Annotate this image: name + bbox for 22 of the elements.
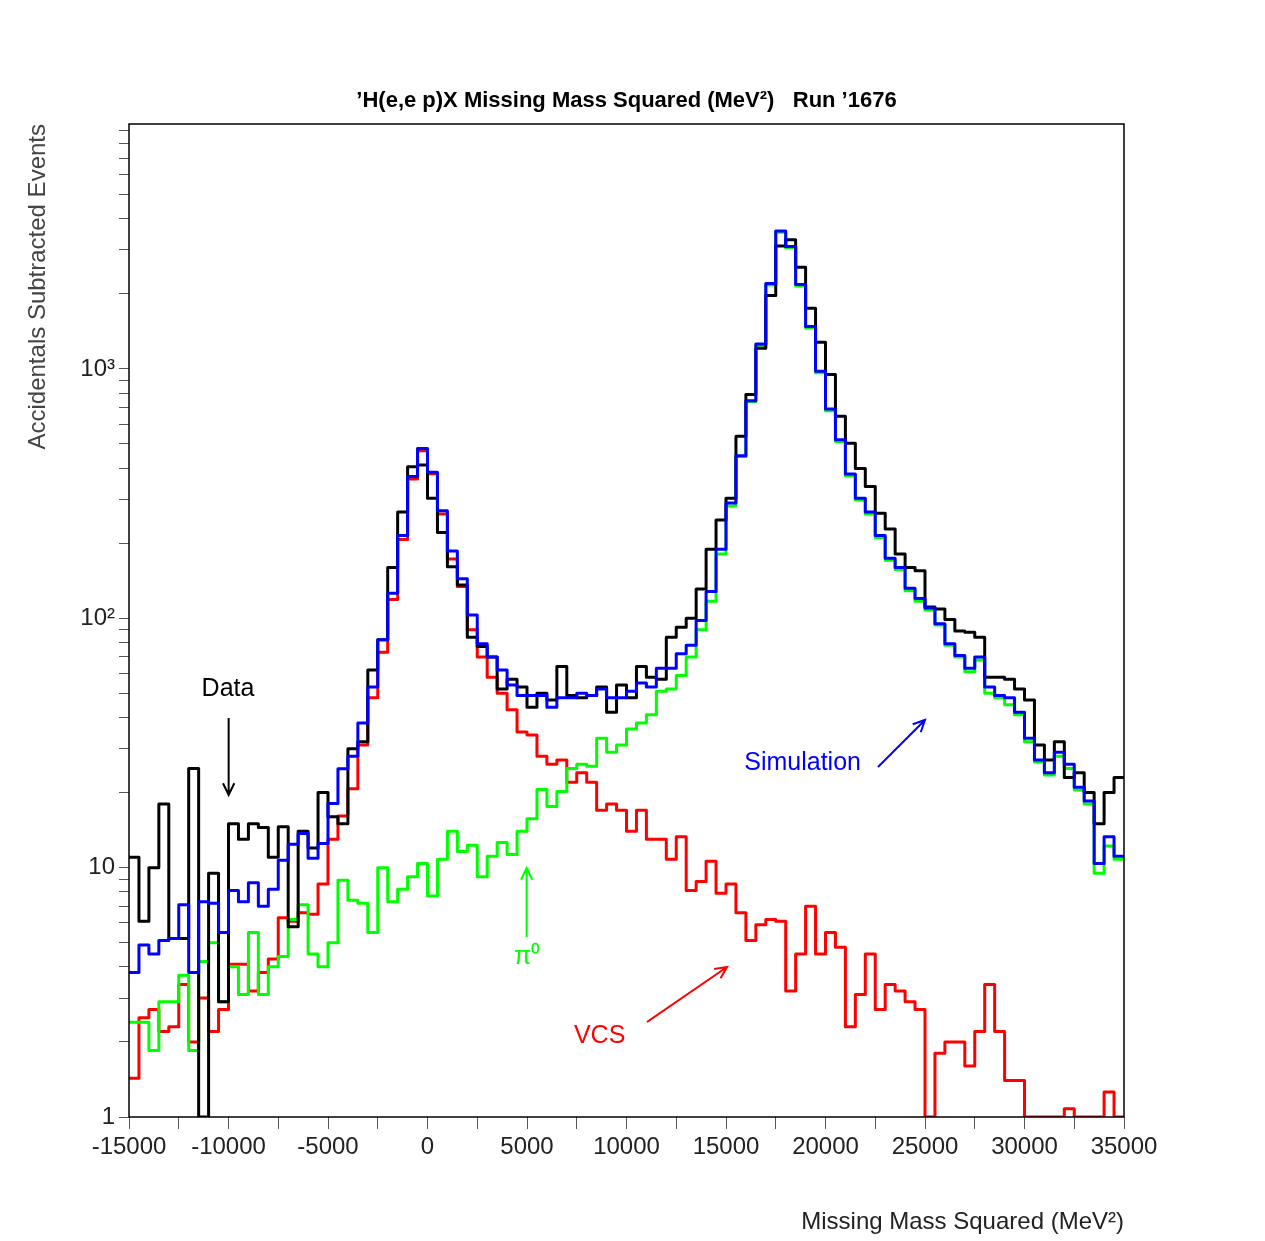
x-tick-label: 25000: [891, 1132, 959, 1160]
annotation: Data: [201, 672, 255, 701]
annotation: VCS: [573, 1019, 626, 1048]
x-axis-title: Missing Mass Squared (MeV²): [801, 1207, 1124, 1235]
x-tick-label: -10000: [191, 1132, 266, 1160]
x-tick-label: 35000: [1090, 1132, 1158, 1160]
annotation: π⁰: [513, 940, 541, 969]
x-tick-label: 30000: [991, 1132, 1058, 1160]
y-tick-label: 1: [101, 1101, 115, 1129]
x-tick-label: -15000: [91, 1132, 167, 1160]
y-axis-title: Accidentals Subtracted Events: [23, 124, 51, 450]
x-tick-label: 5000: [500, 1132, 554, 1160]
y-tick-label: 10³: [80, 353, 116, 381]
annotation: Simulation: [744, 746, 861, 774]
x-tick-label: -5000: [297, 1132, 359, 1160]
chart-title: ’H(e,e p)X Missing Mass Squared (MeV²) Run ’1676: [356, 87, 897, 113]
x-tick-label: 10000: [593, 1132, 660, 1160]
x-tick-label: 0: [420, 1132, 435, 1160]
y-tick-label: 10²: [80, 602, 116, 630]
x-tick-label: 20000: [792, 1132, 859, 1160]
x-tick-label: 15000: [692, 1132, 760, 1160]
y-tick-label: 10: [88, 852, 115, 880]
